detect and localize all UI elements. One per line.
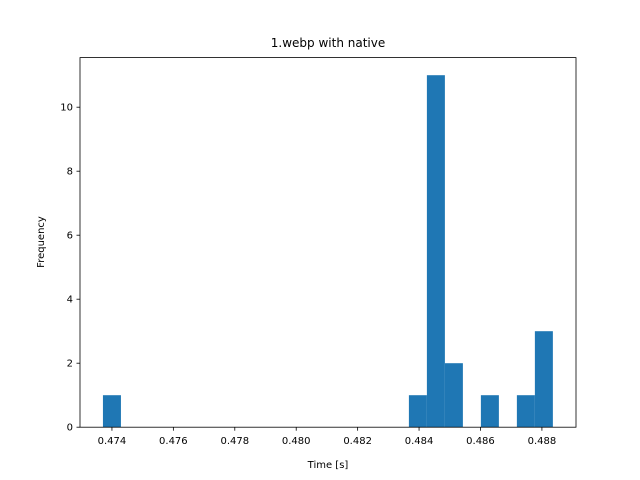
- y-tick-label: 2: [67, 359, 73, 370]
- plot-frame: [79, 57, 577, 428]
- chart-title: 1.webp with native: [271, 36, 385, 50]
- x-axis-label: Time [s]: [307, 460, 349, 471]
- bar: [534, 331, 553, 428]
- y-tick-label: 10: [60, 103, 73, 114]
- x-tick-label: 0.478: [220, 436, 249, 447]
- y-tick-label: 0: [67, 423, 73, 434]
- bar: [516, 395, 535, 428]
- y-tick-label: 4: [67, 295, 73, 306]
- x-tick-label: 0.476: [159, 436, 188, 447]
- x-tick-label: 0.484: [405, 436, 434, 447]
- y-tick-label: 8: [67, 167, 73, 178]
- y-axis-label: Frequency: [36, 216, 47, 268]
- x-tick-label: 0.482: [343, 436, 372, 447]
- x-tick-label: 0.474: [98, 436, 127, 447]
- x-tick-label: 0.486: [466, 436, 495, 447]
- bar: [480, 395, 499, 428]
- bar: [444, 363, 463, 428]
- y-tick-label: 6: [67, 231, 73, 242]
- x-tick-label: 0.480: [282, 436, 311, 447]
- bar: [408, 395, 427, 428]
- x-tick-label: 0.488: [528, 436, 557, 447]
- bar: [426, 75, 445, 428]
- bar: [102, 395, 121, 428]
